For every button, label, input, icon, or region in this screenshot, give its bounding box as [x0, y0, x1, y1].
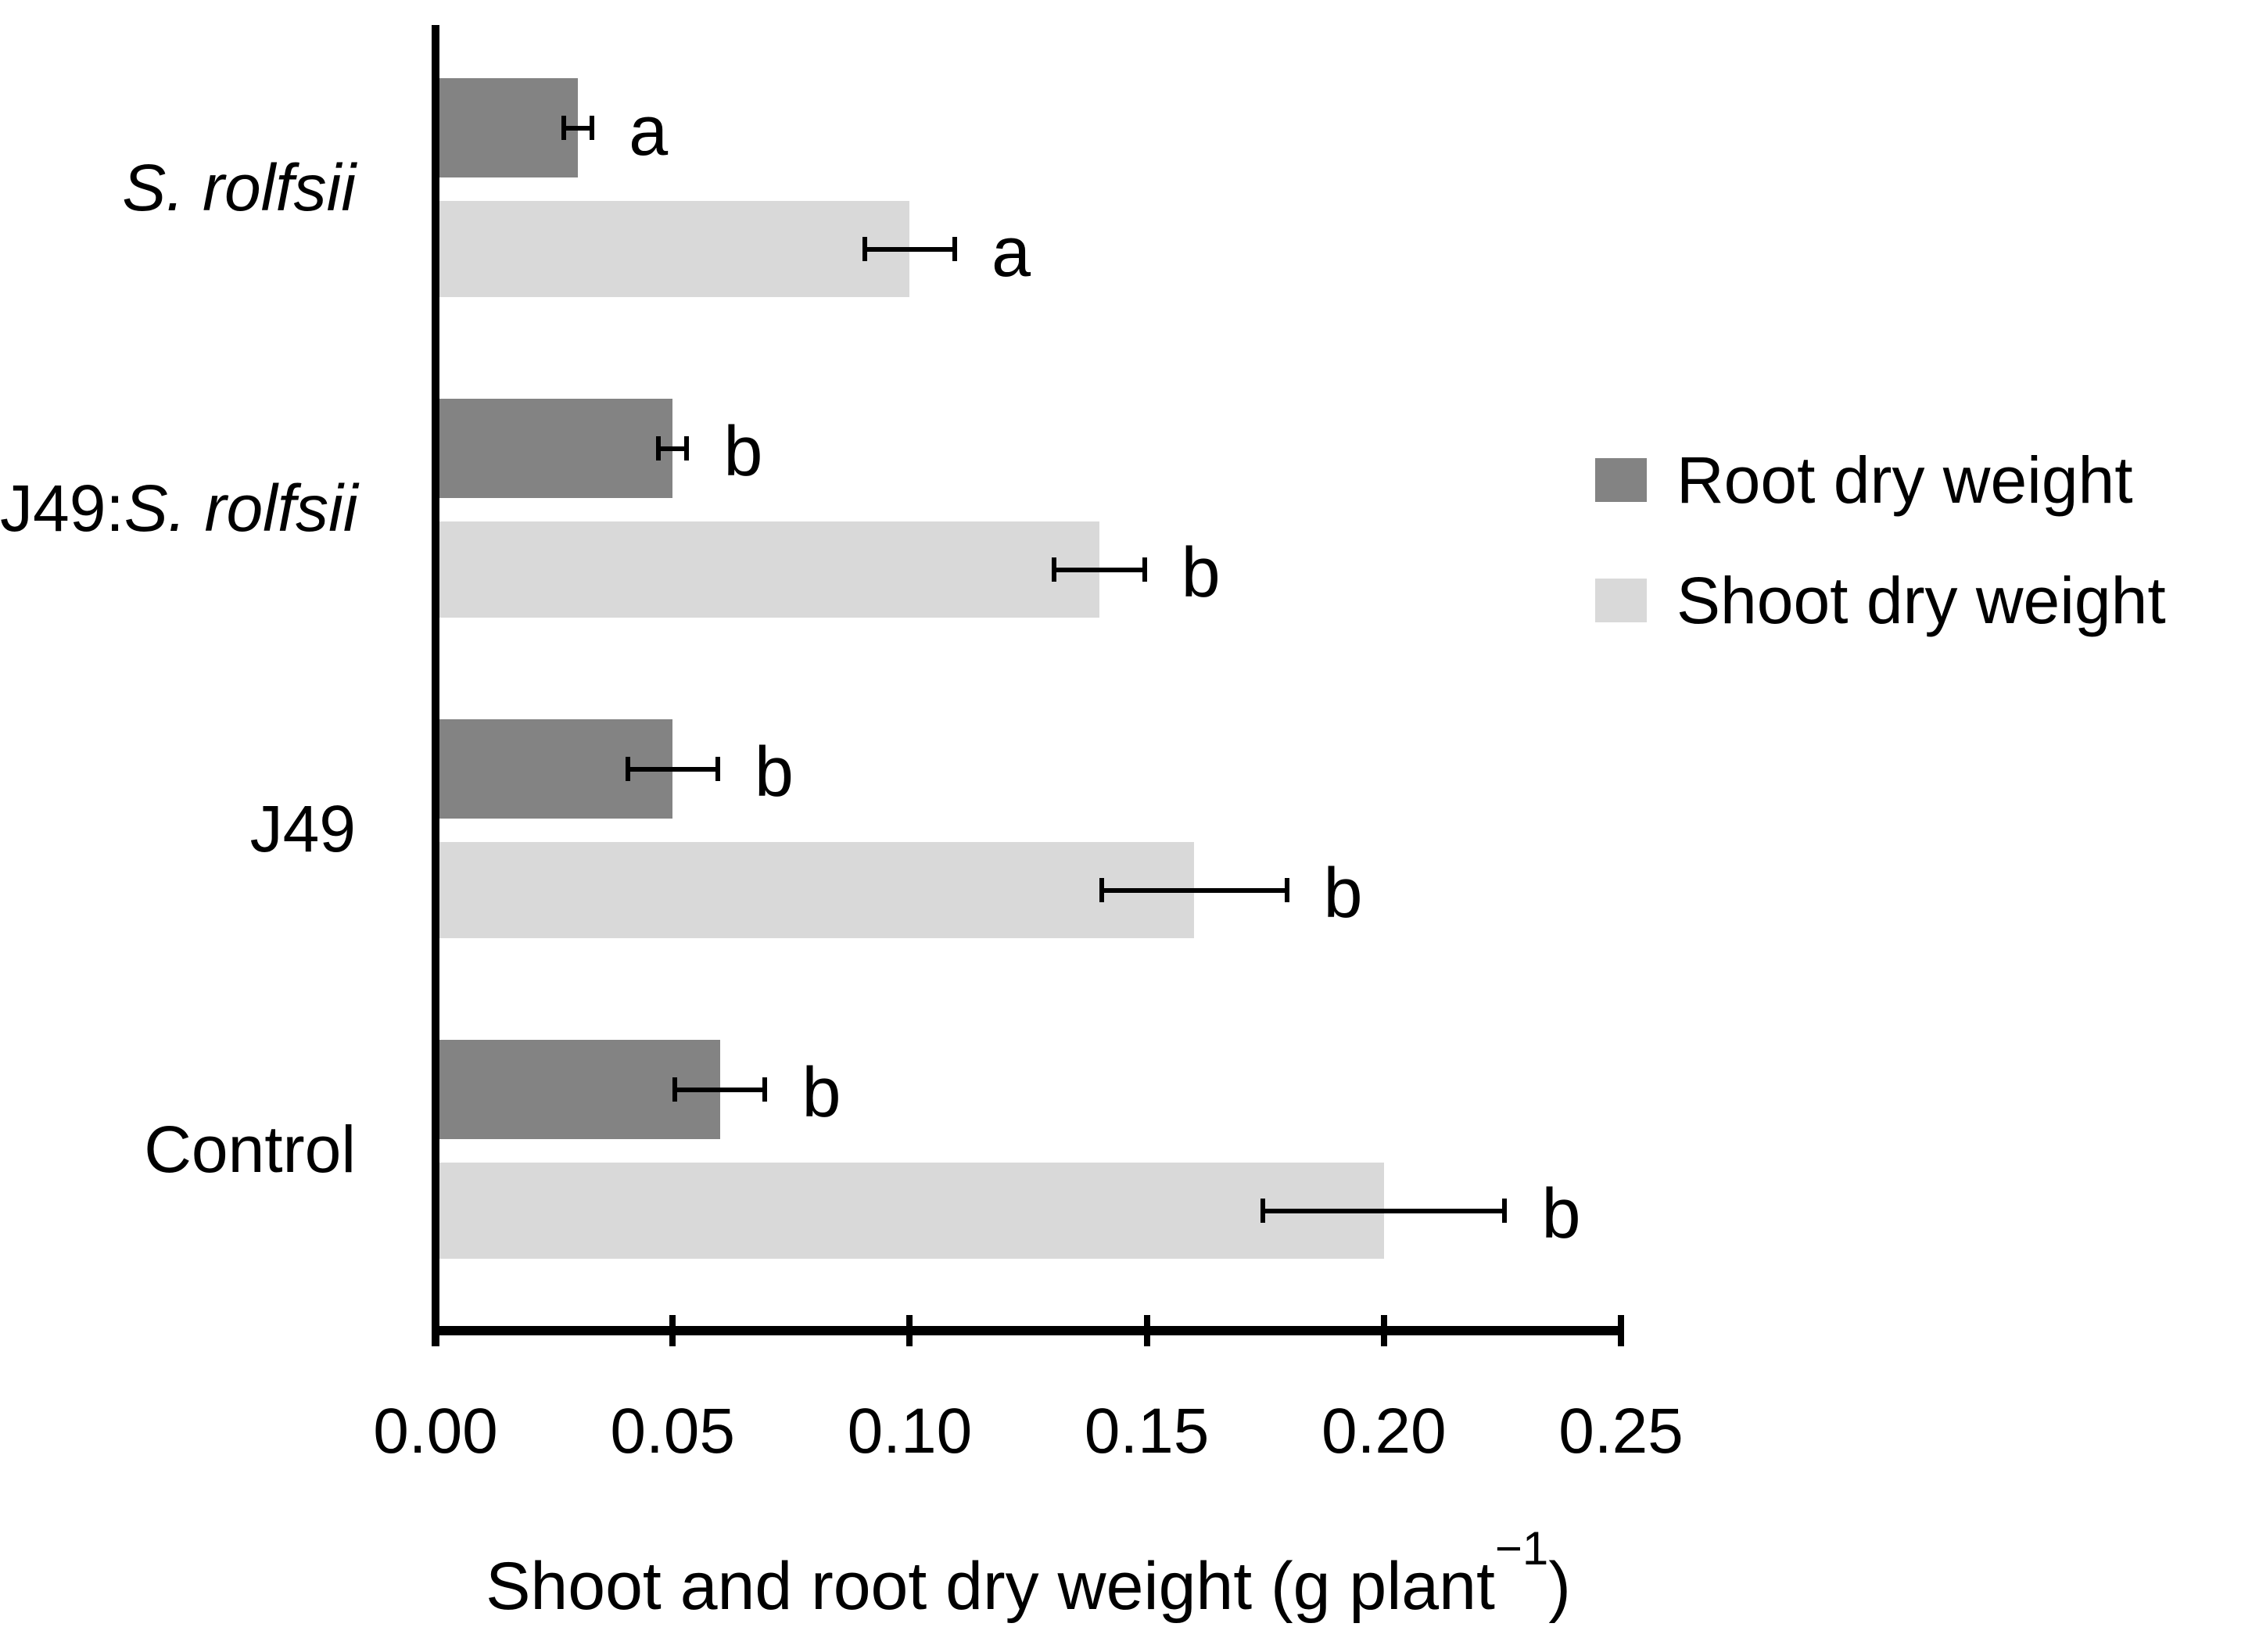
x-tick-label-0.05: 0.05: [610, 1396, 735, 1467]
bar-root-dry-weight-j49-s-rolfsii: [436, 399, 673, 498]
category-label-plain-part: Control: [144, 1112, 356, 1186]
error-bar-shoot-dry-weight-s-rolfsii-line: [862, 246, 958, 252]
error-bar-root-dry-weight-s-rolfsii-cap-right: [590, 116, 595, 140]
category-label-italic-part: S. rolfsii: [122, 150, 356, 224]
sig-letter-root-dry-weight-s-rolfsii: a: [629, 91, 669, 170]
error-bar-shoot-dry-weight-s-rolfsii-cap-right: [952, 237, 958, 261]
legend: Root dry weight Shoot dry weight: [1595, 447, 2166, 688]
category-label-j49-s-rolfsii: J49:S. rolfsii: [0, 471, 358, 545]
legend-item-root-dry-weight: Root dry weight: [1595, 447, 2166, 513]
x-axis-title: Shoot and root dry weight (g plant−1): [486, 1525, 1571, 1627]
y-axis-line: [432, 25, 439, 1346]
error-bar-shoot-dry-weight-control-cap-right: [1502, 1199, 1508, 1223]
category-label-plain-part: J49:: [0, 471, 124, 545]
x-axis-title-main: Shoot and root dry weight (g plant: [486, 1549, 1495, 1624]
x-tick-label-0.25: 0.25: [1558, 1396, 1684, 1467]
error-bar-root-dry-weight-control-cap-right: [762, 1077, 768, 1102]
error-bar-shoot-dry-weight-j49-cap-left: [1099, 878, 1104, 902]
x-tick-label-0.20: 0.20: [1321, 1396, 1447, 1467]
error-bar-root-dry-weight-j49-line: [625, 766, 720, 772]
sig-letter-shoot-dry-weight-j49: b: [1323, 854, 1363, 933]
error-bar-root-dry-weight-s-rolfsii-cap-left: [561, 116, 566, 140]
legend-swatch-root-icon: [1595, 458, 1647, 502]
error-bar-root-dry-weight-control-cap-left: [672, 1077, 678, 1102]
error-bar-shoot-dry-weight-control-cap-left: [1260, 1199, 1266, 1223]
error-bar-shoot-dry-weight-j49-s-rolfsii-cap-right: [1142, 557, 1147, 582]
legend-label-shoot: Shoot dry weight: [1676, 564, 2166, 637]
error-bar-root-dry-weight-j49-s-rolfsii-line: [655, 446, 690, 451]
bar-shoot-dry-weight-s-rolfsii: [436, 201, 910, 297]
x-tick-label-0.00: 0.00: [373, 1396, 498, 1467]
bar-shoot-dry-weight-j49: [436, 842, 1195, 938]
error-bar-shoot-dry-weight-j49-cap-right: [1284, 878, 1289, 902]
legend-swatch-shoot-icon: [1595, 579, 1647, 622]
legend-label-root: Root dry weight: [1676, 443, 2133, 517]
sig-letter-root-dry-weight-j49-s-rolfsii: b: [723, 412, 763, 491]
category-label-s-rolfsii: S. rolfsii: [0, 152, 356, 224]
bar-shoot-dry-weight-control: [436, 1163, 1384, 1259]
bar-root-dry-weight-s-rolfsii: [436, 78, 578, 177]
sig-letter-root-dry-weight-j49: b: [754, 733, 794, 812]
x-tick-label-0.15: 0.15: [1084, 1396, 1210, 1467]
sig-letter-shoot-dry-weight-s-rolfsii: a: [992, 213, 1031, 292]
x-axis-title-close: ): [1548, 1549, 1571, 1624]
error-bar-root-dry-weight-j49-s-rolfsii-cap-left: [655, 436, 661, 460]
legend-item-shoot-dry-weight: Shoot dry weight: [1595, 568, 2166, 633]
error-bar-shoot-dry-weight-s-rolfsii-cap-left: [862, 237, 867, 261]
error-bar-root-dry-weight-s-rolfsii-line: [561, 125, 595, 131]
category-label-plain-part: J49: [249, 791, 356, 865]
category-label-italic-part: S. rolfsii: [124, 471, 358, 545]
x-axis-title-superscript: −1: [1494, 1522, 1549, 1575]
error-bar-shoot-dry-weight-control-line: [1260, 1208, 1508, 1213]
error-bar-root-dry-weight-j49-s-rolfsii-cap-right: [684, 436, 690, 460]
x-axis-line: [432, 1326, 1624, 1335]
sig-letter-shoot-dry-weight-control: b: [1541, 1174, 1581, 1253]
error-bar-shoot-dry-weight-j49-s-rolfsii-line: [1052, 567, 1147, 572]
x-tick-label-0.10: 0.10: [847, 1396, 973, 1467]
error-bar-root-dry-weight-j49-cap-right: [715, 757, 720, 781]
error-bar-shoot-dry-weight-j49-s-rolfsii-cap-left: [1052, 557, 1057, 582]
sig-letter-root-dry-weight-control: b: [801, 1053, 841, 1132]
error-bar-shoot-dry-weight-j49-line: [1099, 887, 1289, 893]
category-label-control: Control: [0, 1113, 356, 1185]
category-label-j49: J49: [0, 793, 356, 865]
error-bar-root-dry-weight-j49-cap-left: [625, 757, 630, 781]
error-bar-root-dry-weight-control-line: [672, 1087, 768, 1092]
sig-letter-shoot-dry-weight-j49-s-rolfsii: b: [1181, 533, 1221, 612]
bar-shoot-dry-weight-j49-s-rolfsii: [436, 521, 1099, 618]
